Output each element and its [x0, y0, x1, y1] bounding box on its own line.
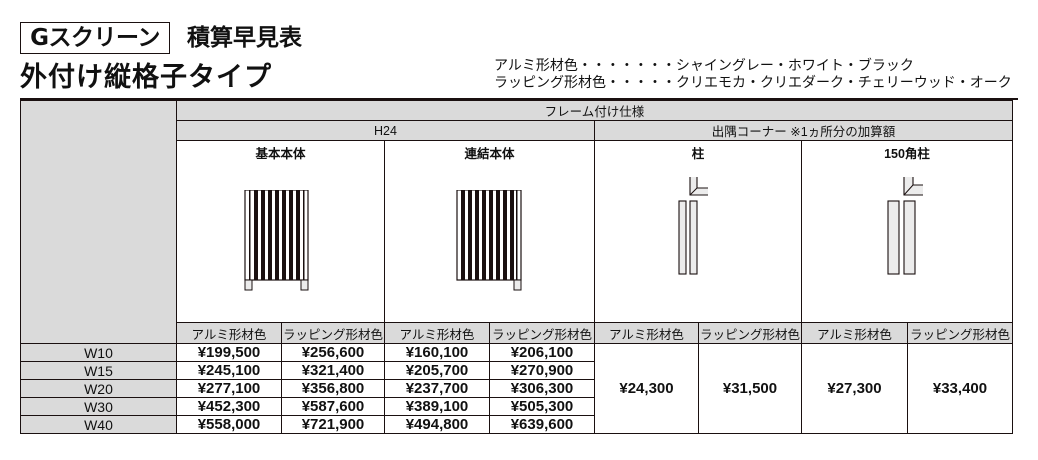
price-cell: ¥306,300 [489, 379, 595, 398]
row-header-width: W30 [20, 397, 177, 416]
price-cell: ¥206,100 [489, 343, 595, 362]
color-note-dots: ・・・・・・・ [577, 58, 676, 74]
corner-150-square-post-icon [887, 177, 923, 275]
product-basic-label: 基本本体 [255, 147, 306, 161]
corner-price-cell: ¥24,300 [594, 343, 699, 434]
price-cell: ¥205,700 [384, 361, 490, 380]
color-note-label: アルミ形材色 [494, 58, 578, 74]
price-cell: ¥389,100 [384, 397, 490, 416]
price-table: フレーム付け仕様 H24 出隅コーナー ※1ヵ所分の加算額 基本本体 [20, 100, 1013, 434]
table-row: W30 ¥452,300 ¥587,600 ¥389,100 ¥505,300 [20, 397, 1013, 416]
h24-header: H24 [176, 120, 595, 141]
price-cell: ¥452,300 [176, 397, 282, 416]
color-note-dots: ・・・・・ [606, 75, 676, 91]
price-cell: ¥639,600 [489, 415, 595, 434]
header-divider [20, 98, 1018, 100]
price-cell: ¥256,600 [281, 343, 385, 362]
corner-square-post-label: 150角柱 [884, 147, 930, 161]
color-note-values: シャイングレー・ホワイト・ブラック [675, 58, 914, 74]
price-cell: ¥245,100 [176, 361, 282, 380]
color-notes: アルミ形材色・・・・・・・シャイングレー・ホワイト・ブラック ラッピング形材色・… [494, 58, 1012, 92]
price-cell: ¥505,300 [489, 397, 595, 416]
col-header-alumi: アルミ形材色 [384, 322, 490, 344]
col-header-alumi: アルミ形材色 [594, 322, 699, 344]
col-header-alumi: アルミ形材色 [801, 322, 908, 344]
row-header-width: W10 [20, 343, 177, 362]
price-cell: ¥356,800 [281, 379, 385, 398]
col-header-wrapping: ラッピング形材色 [281, 322, 385, 344]
color-note-wrapping: ラッピング形材色・・・・・クリエモカ・クリエダーク・チェリーウッド・オーク [494, 75, 1012, 92]
product-basic-cell: 基本本体 [176, 140, 385, 323]
corner-post-label: 柱 [691, 147, 705, 161]
price-cell: ¥277,100 [176, 379, 282, 398]
color-note-alumi: アルミ形材色・・・・・・・シャイングレー・ホワイト・ブラック [494, 58, 1012, 75]
page-title: 積算早見表 [187, 25, 302, 51]
price-cell: ¥587,600 [281, 397, 385, 416]
corner-price-cell: ¥33,400 [907, 343, 1013, 434]
color-note-values: クリエモカ・クリエダーク・チェリーウッド・オーク [676, 75, 1012, 91]
col-header-alumi: アルミ形材色 [176, 322, 282, 344]
price-cell: ¥199,500 [176, 343, 282, 362]
corner-post-icon [678, 177, 708, 275]
product-linked-label: 連結本体 [464, 147, 515, 161]
col-header-wrapping: ラッピング形材色 [698, 322, 802, 344]
price-cell: ¥558,000 [176, 415, 282, 434]
price-cell: ¥160,100 [384, 343, 490, 362]
product-name-box: Gスクリーン [20, 22, 170, 54]
price-cell: ¥237,700 [384, 379, 490, 398]
corner-square-post-cell: 150角柱 [801, 140, 1013, 323]
corner-header: 出隅コーナー ※1ヵ所分の加算額 [594, 120, 1013, 141]
corner-price-cell: ¥31,500 [698, 343, 802, 434]
corner-price-cell: ¥27,300 [801, 343, 908, 434]
table-row: W40 ¥558,000 ¥721,900 ¥494,800 ¥639,600 [20, 415, 1013, 434]
corner-blank-cell [20, 100, 177, 344]
price-cell: ¥270,900 [489, 361, 595, 380]
col-header-wrapping: ラッピング形材色 [907, 322, 1013, 344]
table-row: W10 ¥199,500 ¥256,600 ¥160,100 ¥206,100 … [20, 343, 1013, 434]
price-cell: ¥321,400 [281, 361, 385, 380]
row-header-width: W20 [20, 379, 177, 398]
col-header-wrapping: ラッピング形材色 [489, 322, 595, 344]
lattice-panel-basic-icon [244, 190, 309, 291]
product-linked-cell: 連結本体 [384, 140, 595, 323]
page-subtitle: 外付け縦格子タイプ [20, 62, 272, 93]
row-header-width: W15 [20, 361, 177, 380]
price-cell: ¥721,900 [281, 415, 385, 434]
price-cell: ¥494,800 [384, 415, 490, 434]
table-row: W15 ¥245,100 ¥321,400 ¥205,700 ¥270,900 [20, 361, 1013, 380]
corner-post-cell: 柱 [594, 140, 802, 323]
color-note-label: ラッピング形材色 [494, 75, 606, 91]
row-header-width: W40 [20, 415, 177, 434]
lattice-panel-linked-icon [456, 190, 522, 291]
frame-spec-header: フレーム付け仕様 [176, 100, 1013, 121]
